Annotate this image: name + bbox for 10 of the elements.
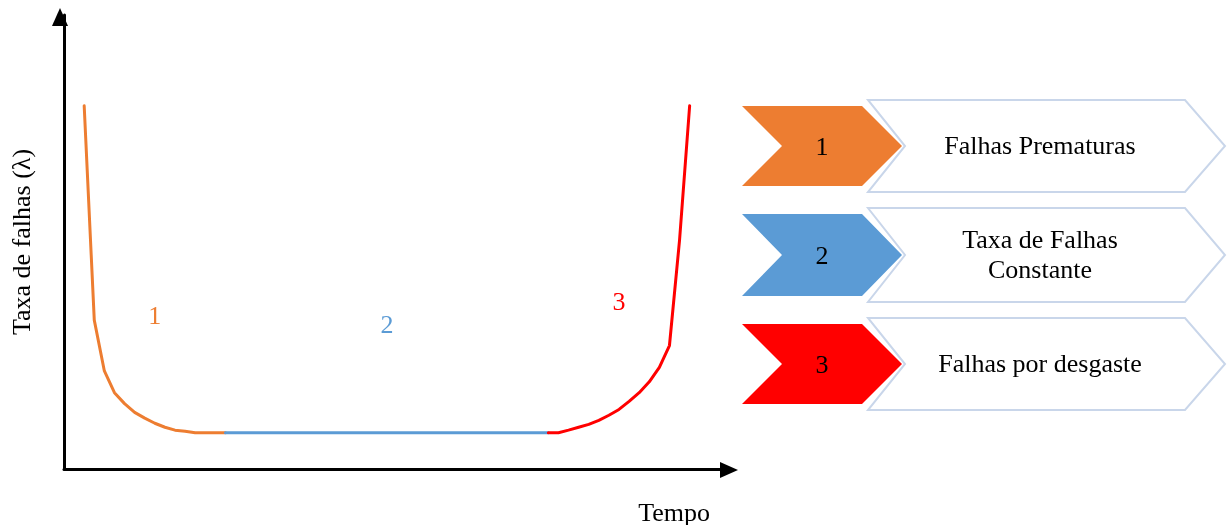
text: Taxa de Falhas Constante xyxy=(961,224,1119,286)
text: Falhas por desgaste xyxy=(937,348,1143,380)
text: 1 xyxy=(815,132,829,161)
text: Falhas Prematuras xyxy=(943,130,1137,162)
text: 2 xyxy=(815,241,829,270)
series-label: 3 xyxy=(612,286,626,316)
text: 2 xyxy=(380,310,394,340)
y-axis-title: Taxa de falhas (λ) xyxy=(6,148,36,336)
text: 3 xyxy=(815,350,829,379)
series-label: 1 xyxy=(148,300,162,330)
